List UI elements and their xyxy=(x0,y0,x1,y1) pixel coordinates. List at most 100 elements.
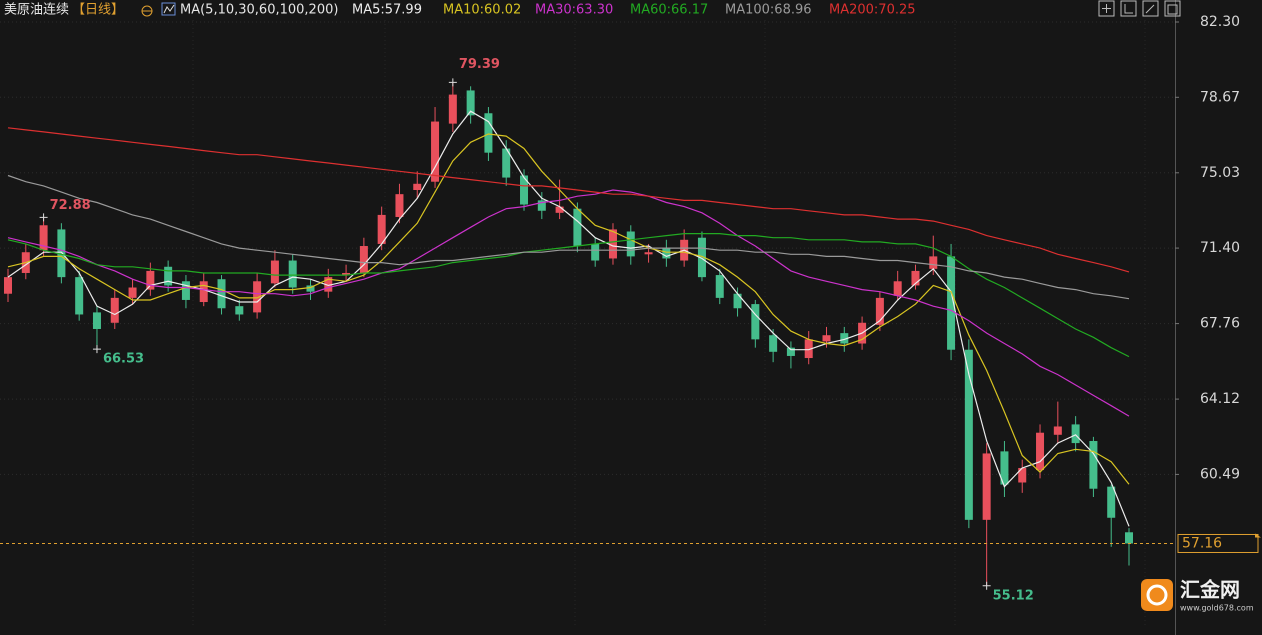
last-price-arrow xyxy=(1255,533,1261,538)
candle-body xyxy=(733,293,742,309)
legend-entry: MA10:60.02 xyxy=(443,3,521,18)
grid xyxy=(0,20,1175,625)
candle-body xyxy=(270,260,279,284)
y-tick-label: 60.49 xyxy=(1200,466,1240,482)
logo-url: www.gold678.com xyxy=(1180,604,1254,613)
logo-glyph xyxy=(1146,584,1168,606)
candle-body xyxy=(217,279,226,309)
candle-body xyxy=(911,270,920,286)
candle-body xyxy=(1071,424,1080,444)
candle-body xyxy=(555,206,564,213)
logo-name: 汇金网 xyxy=(1180,578,1240,602)
extreme-label: 55.12 xyxy=(993,588,1034,603)
candle-body xyxy=(39,225,48,251)
candle-body xyxy=(324,277,333,292)
candle-body xyxy=(342,272,351,276)
extreme-label: 79.39 xyxy=(459,57,500,72)
candle-body xyxy=(448,94,457,124)
toolbar xyxy=(1098,0,1181,17)
candle-body xyxy=(431,121,440,182)
candle-body xyxy=(840,333,849,344)
candle-body xyxy=(164,266,173,286)
ma-line xyxy=(7,110,1130,527)
ma-line xyxy=(7,127,1130,273)
y-tick-label: 75.03 xyxy=(1200,165,1240,181)
candle-body xyxy=(395,194,404,217)
extreme-marker xyxy=(39,213,48,222)
ma-line xyxy=(7,189,1130,417)
candle-body xyxy=(520,175,529,205)
last-price-box xyxy=(1177,533,1259,553)
candle-body xyxy=(1053,426,1062,435)
candle-body xyxy=(591,243,600,261)
toolbar-button[interactable] xyxy=(1120,0,1137,17)
candle-body xyxy=(786,347,795,356)
candle-body xyxy=(875,297,884,325)
extreme-marker xyxy=(448,78,457,87)
indicator-icon[interactable] xyxy=(161,2,176,16)
candle-body xyxy=(484,113,493,153)
candle-body xyxy=(1018,467,1027,483)
candle-body xyxy=(146,270,155,290)
toolbar-button[interactable] xyxy=(1142,0,1159,17)
candle-body xyxy=(715,275,724,298)
legend-entry: MA30:63.30 xyxy=(535,3,613,18)
toolbar-button[interactable] xyxy=(1098,0,1115,17)
y-tick-label: 82.30 xyxy=(1200,14,1240,30)
candle-body xyxy=(466,90,475,116)
legend-entry: MA60:66.17 xyxy=(630,3,708,18)
plot xyxy=(4,82,1133,586)
ma-line xyxy=(7,133,1130,485)
candle-body xyxy=(573,208,582,247)
extreme-label: 66.53 xyxy=(103,352,144,367)
candle-body xyxy=(57,229,66,278)
legend-entry: MA200:70.25 xyxy=(829,3,916,18)
indicator-icon-line xyxy=(163,4,175,14)
candle-body xyxy=(359,246,368,273)
ma-line xyxy=(7,174,1130,300)
candle-body xyxy=(502,148,511,178)
candle-body xyxy=(181,281,190,300)
candle-body xyxy=(235,306,244,315)
y-tick-label: 78.67 xyxy=(1200,89,1240,105)
toolbar-button[interactable] xyxy=(1164,0,1181,17)
candle-body xyxy=(1000,451,1009,485)
legend-entry: MA5:57.99 xyxy=(352,3,422,18)
y-tick-label: 71.40 xyxy=(1200,240,1240,256)
candle-body xyxy=(982,453,991,520)
candle-body xyxy=(804,339,813,359)
candle-body xyxy=(413,183,422,191)
extreme-label: 72.88 xyxy=(50,198,91,213)
candle-body xyxy=(92,312,101,329)
candle-body xyxy=(1089,441,1098,489)
candle-body xyxy=(4,277,12,294)
legend-entry: MA100:68.96 xyxy=(725,3,812,18)
last-price-label: 57.16 xyxy=(1182,535,1222,551)
candle-body xyxy=(128,287,137,298)
candle-body xyxy=(1107,486,1116,518)
candle-body xyxy=(377,214,386,244)
candle-body xyxy=(306,285,315,292)
candle-body xyxy=(626,231,635,257)
logo-badge xyxy=(1141,579,1173,611)
candle-body xyxy=(947,256,956,350)
candle-body xyxy=(697,237,706,278)
candle-body xyxy=(929,256,938,269)
candle-body xyxy=(199,281,208,303)
candle-body xyxy=(75,277,84,315)
candle-body xyxy=(1036,432,1045,471)
candle-body xyxy=(110,297,119,323)
y-tick-label: 67.76 xyxy=(1200,316,1240,332)
candle-body xyxy=(253,281,262,313)
candle-body xyxy=(662,248,671,259)
candle-body xyxy=(769,335,778,352)
ma-params: MA(5,10,30,60,100,200) xyxy=(180,3,338,18)
period: 【日线】 xyxy=(72,3,124,18)
extreme-marker xyxy=(92,345,101,354)
candle-body xyxy=(1125,532,1133,544)
candle-body xyxy=(608,229,617,259)
toolbar-glyphs xyxy=(1102,4,1178,15)
